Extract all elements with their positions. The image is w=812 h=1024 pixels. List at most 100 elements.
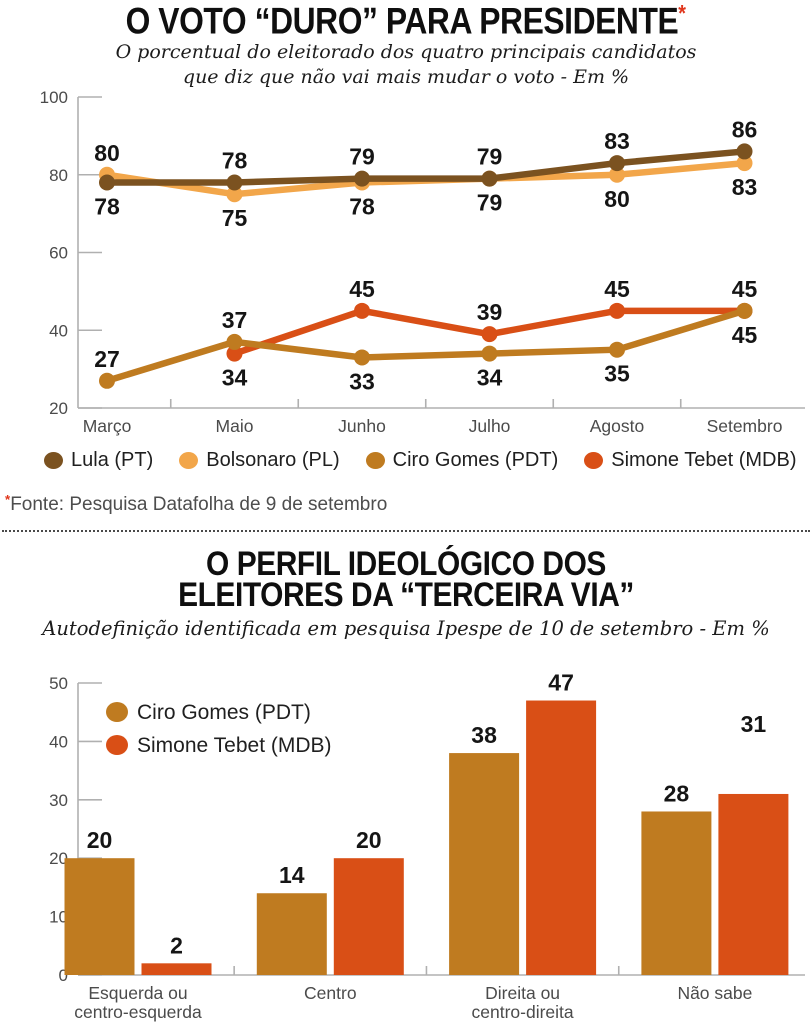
value-label: 45 xyxy=(349,276,375,302)
data-point xyxy=(609,155,625,172)
legend-item: Ciro Gomes (PDT) xyxy=(365,449,558,472)
legend-item: Simone Tebet (MDB) xyxy=(584,449,797,472)
chart1-subtitle-line1: O porcentual do eleitorado dos quatro pr… xyxy=(115,40,697,63)
data-point xyxy=(354,302,370,319)
data-point xyxy=(736,155,753,172)
data-point xyxy=(226,333,243,350)
value-label: 31 xyxy=(741,711,767,737)
data-point xyxy=(609,166,625,183)
value-label: 75 xyxy=(222,205,248,231)
series-lula-pt: 78 78 79 79 83 86 xyxy=(94,116,757,219)
source-footnote: *Fonte: Pesquisa Datafolha de 9 de setem… xyxy=(5,492,387,516)
legend-label: Simone Tebet (MDB) xyxy=(137,734,332,757)
data-point xyxy=(99,174,115,191)
x-axis-label: Agosto xyxy=(590,416,644,436)
x-axis-label: centro-esquerda xyxy=(74,1002,202,1022)
data-point xyxy=(99,372,115,389)
value-label: 20 xyxy=(356,827,382,853)
bar xyxy=(526,700,597,975)
legend-dot-icon xyxy=(106,702,128,722)
bar xyxy=(64,858,135,975)
bar-chart-legend: Ciro Gomes (PDT) Simone Tebet (MDB) xyxy=(106,701,332,757)
chart1-header: O VOTO “DURO” PARA PRESIDENTE* O porcent… xyxy=(0,2,812,91)
data-point xyxy=(609,302,625,319)
legend-label: Simone Tebet (MDB) xyxy=(611,449,797,471)
value-label: 78 xyxy=(94,194,120,220)
chart2-header: O PERFIL IDEOLÓGICO DOS ELEITORES DA “TER… xyxy=(0,547,812,640)
legend-dot-icon xyxy=(365,452,385,469)
value-label: 39 xyxy=(477,299,503,325)
y-axis-tick-label: 40 xyxy=(49,321,68,340)
value-label: 78 xyxy=(349,194,375,220)
x-axis-label: Maio xyxy=(216,416,254,436)
value-label: 45 xyxy=(732,276,758,302)
y-axis-tick-label: 30 xyxy=(49,791,68,810)
series-line xyxy=(103,307,748,385)
bar xyxy=(141,963,212,975)
value-label: 2 xyxy=(170,932,183,958)
bar-series-simone-tebet-mdb: 2 20 47 31 xyxy=(141,670,789,975)
x-axis-label: Esquerda ou xyxy=(88,983,187,1003)
chart1-subtitle-line2: que diz que não vai mais mudar o voto - … xyxy=(182,66,630,89)
chart1-title-text: O VOTO “DURO” PARA PRESIDENTE xyxy=(126,0,679,42)
x-axis-label: centro-direita xyxy=(472,1002,574,1022)
legend-label: Bolsonaro (PL) xyxy=(206,449,340,471)
x-axis-label: Direita ou xyxy=(485,983,560,1003)
chart1-title: O VOTO “DURO” PARA PRESIDENTE* xyxy=(0,2,812,40)
data-point xyxy=(226,174,243,191)
data-point xyxy=(226,345,243,362)
x-axis-label: Centro xyxy=(304,983,357,1003)
value-label: 78 xyxy=(222,148,248,174)
legend-dot-icon xyxy=(179,452,199,469)
y-axis-tick-label: 40 xyxy=(49,732,68,751)
chart2-subtitle: Autodefinição identificada em pesquisa I… xyxy=(42,616,770,640)
dotted-divider xyxy=(2,530,810,532)
legend-dot-icon xyxy=(106,735,128,755)
value-label: 80 xyxy=(604,186,630,212)
y-axis-tick-label: 0 xyxy=(59,966,68,985)
value-label: 38 xyxy=(471,722,497,748)
bar xyxy=(718,793,789,975)
value-label: 80 xyxy=(94,140,120,166)
legend-item: Lula (PT) xyxy=(44,449,153,472)
y-axis-tick-label: 20 xyxy=(49,849,68,868)
value-label: 45 xyxy=(604,276,630,302)
bar xyxy=(333,858,404,975)
value-label: 27 xyxy=(94,346,120,372)
legend-label: Lula (PT) xyxy=(71,449,154,471)
footnote-text: Fonte: Pesquisa Datafolha de 9 de setemb… xyxy=(10,493,388,515)
series-simone-tebet-mdb: 34 45 39 45 45 xyxy=(222,276,758,391)
value-label: 45 xyxy=(732,322,758,348)
value-label: 35 xyxy=(604,361,630,387)
value-label: 20 xyxy=(87,827,113,853)
x-axis-label: Junho xyxy=(338,416,386,436)
data-point xyxy=(736,143,753,160)
value-label: 14 xyxy=(279,862,305,888)
legend-dot-icon xyxy=(584,452,604,469)
value-label: 83 xyxy=(732,174,758,200)
value-label: 47 xyxy=(548,670,574,696)
bar xyxy=(256,893,327,975)
chart2-title-line1: O PERFIL IDEOLÓGICO DOS xyxy=(206,545,606,583)
legend-dot-icon xyxy=(44,452,63,469)
value-label: 79 xyxy=(477,190,503,216)
footnote-asterisk: * xyxy=(5,492,11,507)
bar-series-ciro-gomes-pdt: 20 14 38 28 xyxy=(64,722,712,975)
data-point xyxy=(609,341,625,358)
chart2-title: O PERFIL IDEOLÓGICO DOS ELEITORES DA “TER… xyxy=(0,547,812,612)
data-point xyxy=(354,170,370,187)
y-axis-tick-label: 50 xyxy=(49,674,68,693)
series-bolsonaro-pl: 80 75 78 79 80 83 xyxy=(94,140,757,231)
value-label: 79 xyxy=(477,144,503,170)
bar xyxy=(449,753,520,975)
legend-label: Ciro Gomes (PDT) xyxy=(137,701,311,724)
series-line xyxy=(103,148,748,186)
data-point xyxy=(226,186,243,203)
y-axis-tick-label: 60 xyxy=(49,244,68,263)
legend-item: Bolsonaro (PL) xyxy=(179,449,340,472)
y-axis-tick-label: 10 xyxy=(49,908,68,927)
data-point xyxy=(481,326,498,343)
bar xyxy=(641,811,712,975)
